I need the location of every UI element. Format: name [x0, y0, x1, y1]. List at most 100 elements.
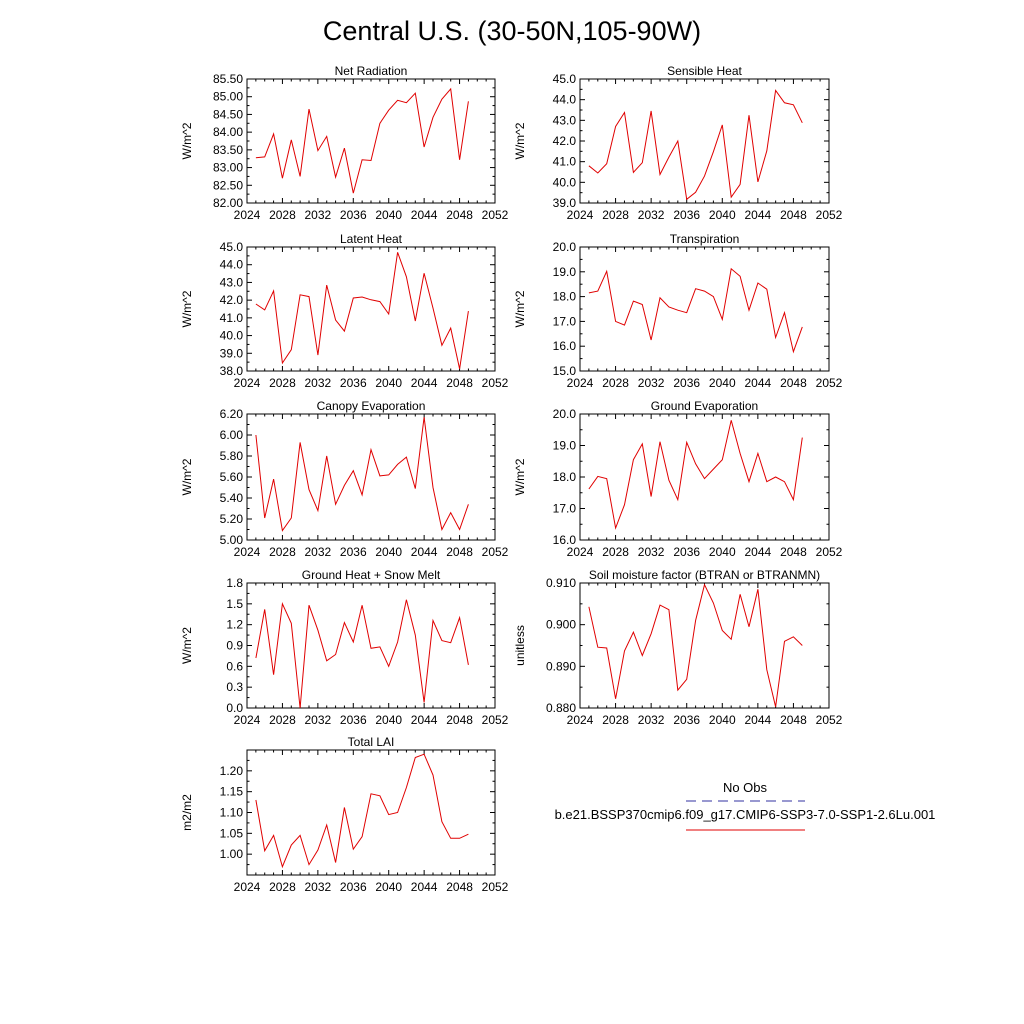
y-axis-label: W/m^2 [180, 627, 194, 664]
y-tick-label: 16.0 [553, 339, 577, 353]
y-tick-label: 18.0 [553, 470, 577, 484]
x-tick-label: 2040 [709, 713, 736, 727]
y-tick-label: 82.00 [213, 196, 243, 210]
plot-frame [579, 413, 830, 541]
panel-title: Ground Heat + Snow Melt [302, 568, 441, 582]
panel-9: Total LAI 2024 2028 2032 2036 2040 2044 2048 205… [180, 735, 509, 894]
x-tick-label: 2052 [482, 880, 509, 894]
y-tick-label: 82.50 [213, 178, 243, 192]
series-line [588, 89, 803, 201]
x-tick-label: 2032 [305, 376, 332, 390]
x-tick-label: 2052 [482, 545, 509, 559]
y-tick-label: 85.00 [213, 90, 243, 104]
y-tick-label: 16.0 [553, 533, 577, 547]
x-tick-label: 2044 [411, 545, 438, 559]
series-line [255, 599, 469, 709]
y-axis-label: W/m^2 [513, 290, 527, 327]
y-axis-label: m2/m2 [180, 794, 194, 831]
y-tick-label: 0.890 [546, 659, 576, 673]
y-axis-label: W/m^2 [513, 458, 527, 495]
x-tick-label: 2044 [411, 208, 438, 222]
y-tick-label: 43.0 [220, 275, 244, 289]
legend-obs-label: No Obs [723, 780, 768, 795]
y-tick-label: 5.40 [220, 491, 244, 505]
legend: No Obs b.e21.BSSP370cmip6.f09_g17.CMIP6-… [555, 780, 936, 831]
x-tick-label: 2032 [305, 208, 332, 222]
x-tick-label: 2024 [234, 376, 261, 390]
y-tick-label: 40.0 [553, 175, 577, 189]
y-axis-label: W/m^2 [513, 122, 527, 159]
x-tick-label: 2044 [745, 208, 772, 222]
x-tick-label: 2048 [780, 713, 807, 727]
x-tick-label: 2024 [567, 208, 594, 222]
x-tick-label: 2024 [234, 880, 261, 894]
y-tick-label: 1.10 [220, 806, 244, 820]
series-line [588, 420, 803, 530]
x-tick-label: 2036 [673, 713, 700, 727]
x-tick-label: 2032 [638, 713, 665, 727]
x-tick-label: 2028 [602, 713, 629, 727]
x-tick-label: 2052 [482, 376, 509, 390]
y-tick-label: 17.0 [553, 502, 577, 516]
x-tick-label: 2048 [446, 713, 473, 727]
x-tick-label: 2028 [602, 208, 629, 222]
y-tick-label: 39.0 [553, 196, 577, 210]
y-tick-label: 85.50 [213, 72, 243, 86]
panel-4: Transpiration 2024 2028 2032 2036 2040 2044 204… [513, 232, 843, 390]
series-line [588, 583, 803, 707]
x-tick-label: 2024 [567, 713, 594, 727]
x-tick-label: 2032 [305, 880, 332, 894]
y-axis-label: W/m^2 [180, 122, 194, 159]
x-tick-label: 2032 [305, 545, 332, 559]
y-tick-label: 1.15 [220, 785, 244, 799]
x-tick-label: 2024 [567, 376, 594, 390]
x-tick-label: 2024 [234, 208, 261, 222]
panel-5: Canopy Evaporation 2024 2028 2032 2036 2040 20… [180, 399, 509, 559]
y-tick-label: 41.0 [553, 155, 577, 169]
y-tick-label: 0.900 [546, 618, 576, 632]
panel-title: Transpiration [670, 232, 740, 246]
x-tick-label: 2036 [673, 376, 700, 390]
x-tick-label: 2024 [234, 545, 261, 559]
y-axis-label: W/m^2 [180, 290, 194, 327]
y-tick-label: 1.05 [220, 826, 244, 840]
series-line [588, 267, 803, 354]
x-tick-label: 2052 [816, 208, 843, 222]
plot-frame [246, 749, 496, 876]
y-tick-label: 83.00 [213, 161, 243, 175]
y-tick-label: 5.60 [220, 470, 244, 484]
plot-frame [246, 413, 496, 541]
x-tick-label: 2048 [446, 545, 473, 559]
y-tick-label: 5.00 [220, 533, 244, 547]
x-tick-label: 2040 [709, 208, 736, 222]
x-tick-label: 2052 [482, 208, 509, 222]
y-tick-label: 43.0 [553, 113, 577, 127]
series-line [255, 753, 469, 869]
legend-model-label: b.e21.BSSP370cmip6.f09_g17.CMIP6-SSP3-7.… [555, 807, 936, 822]
y-tick-label: 44.0 [553, 93, 577, 107]
x-tick-label: 2036 [673, 208, 700, 222]
y-tick-label: 1.5 [226, 597, 243, 611]
x-tick-label: 2052 [816, 376, 843, 390]
y-tick-label: 17.0 [553, 314, 577, 328]
x-tick-label: 2040 [375, 208, 402, 222]
x-tick-label: 2044 [411, 376, 438, 390]
y-tick-label: 42.0 [220, 293, 244, 307]
plot-frame [246, 78, 496, 204]
x-tick-label: 2036 [340, 376, 367, 390]
x-tick-label: 2028 [269, 713, 296, 727]
series-line [255, 87, 469, 194]
y-tick-label: 5.80 [220, 449, 244, 463]
series-line [255, 417, 469, 532]
y-axis-label: unitless [513, 625, 527, 666]
y-tick-label: 19.0 [553, 439, 577, 453]
panel-title: Ground Evaporation [651, 399, 758, 413]
y-tick-label: 0.880 [546, 701, 576, 715]
y-tick-label: 0.0 [226, 701, 243, 715]
x-tick-label: 2044 [745, 713, 772, 727]
x-tick-label: 2048 [446, 880, 473, 894]
x-tick-label: 2052 [482, 713, 509, 727]
page-title: Central U.S. (30-50N,105-90W) [323, 16, 701, 46]
